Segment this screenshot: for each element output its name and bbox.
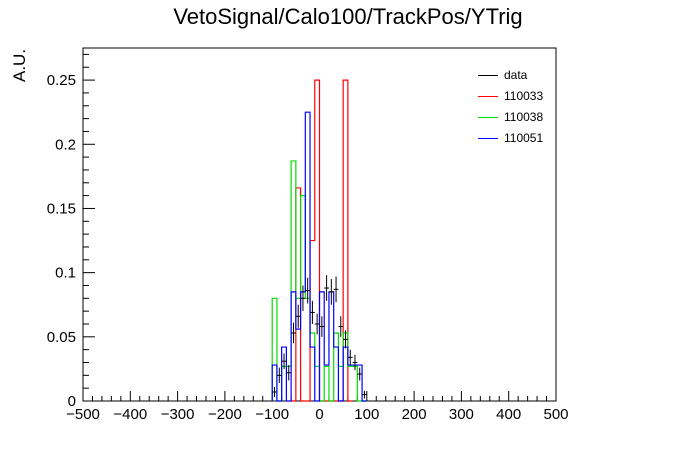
legend-swatch-110051 (478, 138, 498, 139)
legend-label-110051: 110051 (504, 131, 544, 145)
legend-item-110051: 110051 (476, 129, 566, 150)
legend-label-110038: 110038 (504, 110, 544, 124)
chart-title: VetoSignal/Calo100/TrackPos/YTrig (173, 4, 523, 29)
legend-label-data: data (504, 68, 528, 82)
legend: data 110033 110038 110051 (476, 66, 566, 150)
y-tick-label: 0.15 (47, 200, 76, 217)
x-tick-label: −400 (113, 406, 147, 423)
legend-item-data: data (476, 66, 566, 87)
x-tick-label: 100 (354, 406, 379, 423)
histogram-110038 (271, 160, 367, 402)
y-axis-label: A.U. (10, 48, 29, 82)
x-tick-label: 0 (315, 406, 323, 423)
x-tick-label: −500 (66, 406, 100, 423)
legend-swatch-data (478, 75, 498, 76)
y-tick-label: 0.25 (47, 72, 76, 89)
x-tick-label: −300 (161, 406, 195, 423)
histogram-110051 (271, 111, 367, 402)
y-tick-label: 0.05 (47, 329, 76, 346)
y-tick-label: 0.2 (55, 136, 76, 153)
legend-item-110038: 110038 (476, 108, 566, 129)
x-tick-label: 200 (402, 406, 427, 423)
legend-item-110033: 110033 (476, 87, 566, 108)
x-tick-label: 300 (449, 406, 474, 423)
legend-label-110033: 110033 (504, 89, 544, 103)
legend-swatch-110033 (478, 96, 498, 97)
y-tick-label: 0 (68, 393, 76, 410)
x-tick-label: −100 (255, 406, 289, 423)
y-tick-label: 0.1 (55, 265, 76, 282)
legend-swatch-110038 (478, 117, 498, 118)
x-tick-label: −200 (208, 406, 242, 423)
x-tick-label: 500 (543, 406, 568, 423)
x-tick-label: 400 (496, 406, 521, 423)
